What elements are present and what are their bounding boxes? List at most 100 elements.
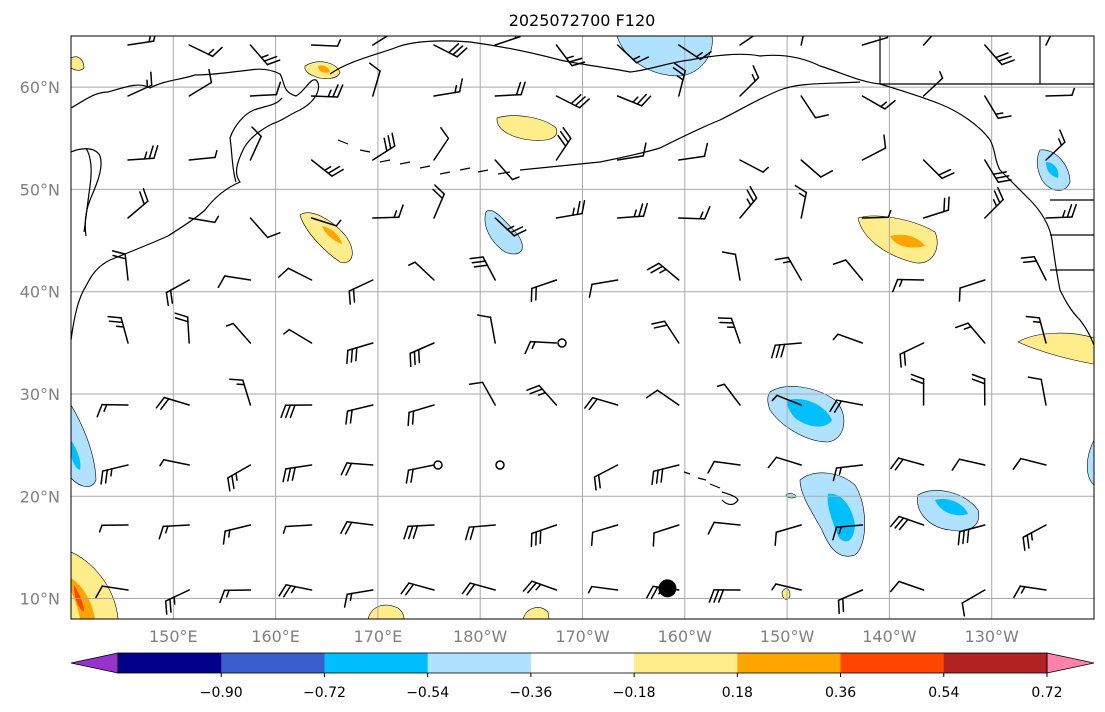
coastline-aleutians <box>337 139 541 175</box>
colorbar-segment <box>737 653 842 673</box>
wind-barb <box>829 399 864 413</box>
colorbar-tick-label: 0.36 <box>825 685 856 701</box>
colorbar-tick-label: −0.72 <box>303 685 346 701</box>
colorbar-segment <box>634 653 738 673</box>
wind-barb <box>954 322 986 344</box>
wind-barb <box>861 95 896 110</box>
wind-barb <box>433 127 450 161</box>
wind-barb <box>837 589 864 615</box>
wind-barb <box>672 62 687 97</box>
wind-barb <box>343 589 374 608</box>
calm-wind-markers <box>433 338 567 470</box>
wind-barb <box>127 36 156 46</box>
wind-barb <box>127 145 159 161</box>
wind-barb <box>616 44 650 64</box>
wind-barb <box>707 521 741 535</box>
wind-barb <box>107 315 129 344</box>
wind-barb <box>832 259 864 281</box>
wind-barb <box>717 317 741 344</box>
wind-barb <box>155 396 190 410</box>
wind-barb <box>1045 203 1077 219</box>
colorbar-segment <box>840 653 945 673</box>
colorbar-tick-label: −0.18 <box>613 685 656 701</box>
colorbar-segment <box>221 653 325 673</box>
wind-barb <box>922 196 950 219</box>
wind-barb <box>678 142 709 161</box>
wind-barb <box>832 524 864 541</box>
lat-tick-label: 60°N <box>20 78 60 97</box>
wind-barb <box>524 340 558 355</box>
wind-barb <box>707 460 741 474</box>
wind-barb <box>530 524 558 548</box>
wind-barb <box>771 394 802 406</box>
wind-barb <box>227 464 252 492</box>
wind-barb <box>971 373 986 406</box>
coastline-asia <box>71 68 320 341</box>
positive-anomaly-region <box>522 607 550 619</box>
positive-anomaly-region <box>367 604 405 619</box>
wind-barb <box>249 81 282 97</box>
wind-barb <box>310 38 342 47</box>
wind-barb <box>222 524 252 545</box>
wind-barb <box>739 185 758 219</box>
wind-barb <box>188 44 223 58</box>
wind-barb <box>958 279 986 302</box>
wind-barb <box>282 464 313 483</box>
coastline-okhotsk <box>71 148 102 237</box>
wind-barb <box>433 43 468 58</box>
wind-barb <box>310 159 344 177</box>
wind-barb <box>159 459 190 467</box>
wind-barb <box>890 457 925 471</box>
wind-barb <box>832 333 864 344</box>
wind-barb <box>278 267 313 281</box>
colorbar-segment <box>118 653 222 673</box>
wind-barb <box>616 142 647 161</box>
wind-barb <box>984 159 1012 183</box>
lon-tick-label: 160°E <box>251 627 300 646</box>
wind-barb <box>645 389 680 406</box>
latitude-labels: 60°N 50°N 40°N 30°N 20°N 10°N <box>20 78 60 608</box>
wind-barb <box>861 36 889 46</box>
positive-anomaly-region <box>496 115 558 141</box>
lat-tick-label: 50°N <box>20 180 60 199</box>
lon-tick-label: 150°E <box>149 627 198 646</box>
wind-barb <box>771 583 802 591</box>
wind-barb <box>1022 524 1047 551</box>
wind-barb <box>219 589 252 604</box>
wind-barb <box>646 262 680 281</box>
positive-anomaly-region <box>1017 332 1094 365</box>
lon-tick-label: 180°W <box>453 627 508 646</box>
calm-marker <box>557 338 567 348</box>
wind-barb <box>774 256 802 281</box>
wind-barb <box>739 159 770 173</box>
wind-barb <box>951 458 986 471</box>
wind-barb <box>461 582 496 596</box>
wind-barb <box>1045 129 1066 161</box>
wind-barb <box>922 159 955 180</box>
wind-barb <box>922 70 944 97</box>
wind-barb <box>1045 87 1076 97</box>
map-frame <box>70 35 1095 620</box>
wind-barb <box>372 204 404 219</box>
wind-barb <box>555 127 572 161</box>
anomaly-shading <box>71 36 1094 619</box>
colorbar-tick-label: 0.54 <box>928 685 959 701</box>
wind-barb <box>651 464 680 485</box>
wind-barb <box>340 520 374 535</box>
wind-barb <box>616 202 648 219</box>
wind-barb <box>165 279 190 307</box>
wind-barb <box>587 585 619 594</box>
colorbar-tick-label: −0.54 <box>406 685 449 701</box>
wind-barb <box>910 373 925 406</box>
wind-barb <box>278 584 313 598</box>
colorbar-extend-high <box>1046 652 1095 674</box>
wind-barb <box>282 524 313 534</box>
coastlines <box>71 36 1094 506</box>
wind-barb <box>345 404 374 425</box>
wind-barb <box>739 36 755 46</box>
wind-barb <box>708 589 741 603</box>
lat-tick-label: 20°N <box>20 487 60 506</box>
wind-barb <box>408 261 435 281</box>
wind-barb <box>584 396 619 411</box>
